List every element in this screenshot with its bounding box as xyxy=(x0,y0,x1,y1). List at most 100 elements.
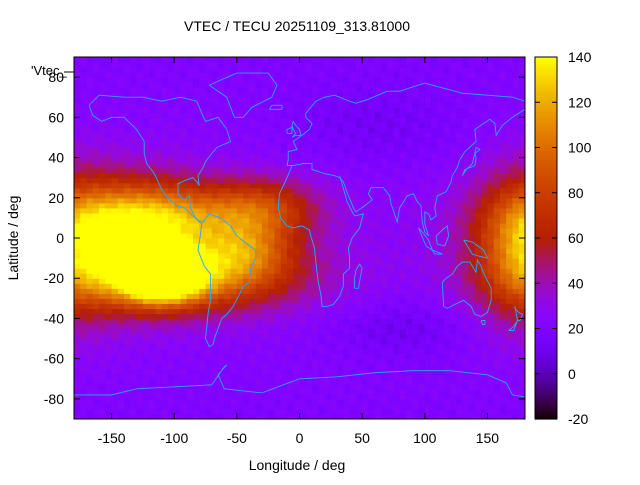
heatmap-cell xyxy=(443,197,451,204)
heatmap-cell xyxy=(155,263,163,269)
heatmap-cell xyxy=(230,413,238,419)
heatmap-cell xyxy=(174,408,182,415)
heatmap-cell xyxy=(74,127,81,134)
heatmap-cell xyxy=(249,303,257,309)
heatmap-cell xyxy=(193,378,200,385)
heatmap-cell xyxy=(374,212,382,219)
heatmap-cell xyxy=(124,97,131,103)
heatmap-cell xyxy=(180,187,188,194)
heatmap-cell xyxy=(261,238,269,244)
heatmap-cell xyxy=(380,187,388,194)
heatmap-cell xyxy=(218,243,225,249)
heatmap-cell xyxy=(243,403,250,410)
heatmap-cell xyxy=(180,263,188,269)
heatmap-cell xyxy=(249,57,257,63)
heatmap-cell xyxy=(449,333,457,340)
heatmap-cell xyxy=(117,182,125,189)
heatmap-cell xyxy=(355,57,363,63)
heatmap-cell xyxy=(474,67,482,73)
heatmap-cell xyxy=(312,393,319,400)
heatmap-cell xyxy=(487,152,495,159)
heatmap-cell xyxy=(493,283,501,289)
heatmap-cell xyxy=(443,232,451,239)
heatmap-cell xyxy=(130,303,138,309)
heatmap-cell xyxy=(418,258,426,264)
heatmap-cell xyxy=(167,172,175,179)
heatmap-cell xyxy=(142,313,150,320)
heatmap-cell xyxy=(299,82,307,88)
heatmap-cell xyxy=(74,67,81,73)
heatmap-cell xyxy=(374,398,382,405)
heatmap-cell xyxy=(180,368,188,375)
heatmap-cell xyxy=(456,253,463,259)
heatmap-cell xyxy=(499,243,507,249)
heatmap-cell xyxy=(249,358,257,365)
heatmap-cell xyxy=(105,77,113,83)
heatmap-cell xyxy=(180,137,188,144)
heatmap-cell xyxy=(243,348,250,355)
heatmap-cell xyxy=(343,177,351,184)
heatmap-cell xyxy=(193,232,200,239)
heatmap-cell xyxy=(167,403,175,410)
heatmap-cell xyxy=(418,227,426,234)
heatmap-cell xyxy=(437,142,445,149)
heatmap-cell xyxy=(443,167,451,174)
heatmap-cell xyxy=(249,288,257,294)
heatmap-cell xyxy=(99,388,106,395)
heatmap-cell xyxy=(274,62,282,68)
heatmap-cell xyxy=(243,358,250,365)
heatmap-cell xyxy=(92,353,100,360)
heatmap-cell xyxy=(236,263,244,269)
heatmap-cell xyxy=(236,102,244,108)
heatmap-cell xyxy=(130,217,138,224)
heatmap-cell xyxy=(330,72,338,78)
heatmap-cell xyxy=(130,82,138,88)
heatmap-cell xyxy=(255,348,263,355)
heatmap-cell xyxy=(299,212,307,219)
heatmap-cell xyxy=(149,222,157,229)
heatmap-cell xyxy=(312,248,319,254)
heatmap-cell xyxy=(393,403,401,410)
heatmap-cell xyxy=(412,67,420,73)
heatmap-cell xyxy=(380,363,388,370)
heatmap-cell xyxy=(92,67,100,73)
heatmap-cell xyxy=(405,147,413,154)
heatmap-cell xyxy=(218,278,225,284)
heatmap-cell xyxy=(324,403,332,410)
heatmap-cell xyxy=(224,273,232,279)
heatmap-cell xyxy=(468,323,476,330)
heatmap-cell xyxy=(230,172,238,179)
heatmap-cell xyxy=(374,383,382,390)
heatmap-cell xyxy=(186,343,194,350)
heatmap-cell xyxy=(343,202,351,209)
heatmap-cell xyxy=(205,222,213,229)
heatmap-cell xyxy=(186,288,194,294)
heatmap-cell xyxy=(117,268,125,274)
heatmap-cell xyxy=(199,102,207,108)
heatmap-cell xyxy=(405,127,413,134)
heatmap-cell xyxy=(74,353,81,360)
heatmap-cell xyxy=(312,288,319,294)
heatmap-cell xyxy=(337,77,344,83)
heatmap-cell xyxy=(412,243,420,249)
heatmap-cell xyxy=(224,403,232,410)
heatmap-cell xyxy=(130,112,138,118)
heatmap-cell xyxy=(255,57,263,63)
heatmap-cell xyxy=(243,313,250,320)
heatmap-cell xyxy=(174,248,182,254)
heatmap-cell xyxy=(149,67,157,73)
heatmap-cell xyxy=(349,328,357,335)
heatmap-cell xyxy=(449,273,457,279)
heatmap-cell xyxy=(355,197,363,204)
heatmap-cell xyxy=(149,157,157,164)
heatmap-cell xyxy=(92,202,100,209)
heatmap-cell xyxy=(111,253,119,259)
heatmap-cell xyxy=(74,263,81,269)
heatmap-cell xyxy=(161,187,169,194)
heatmap-cell xyxy=(312,263,319,269)
heatmap-cell xyxy=(161,107,169,113)
heatmap-cell xyxy=(205,127,213,134)
heatmap-cell xyxy=(149,142,157,149)
heatmap-cell xyxy=(167,368,175,375)
heatmap-cell xyxy=(74,363,81,370)
